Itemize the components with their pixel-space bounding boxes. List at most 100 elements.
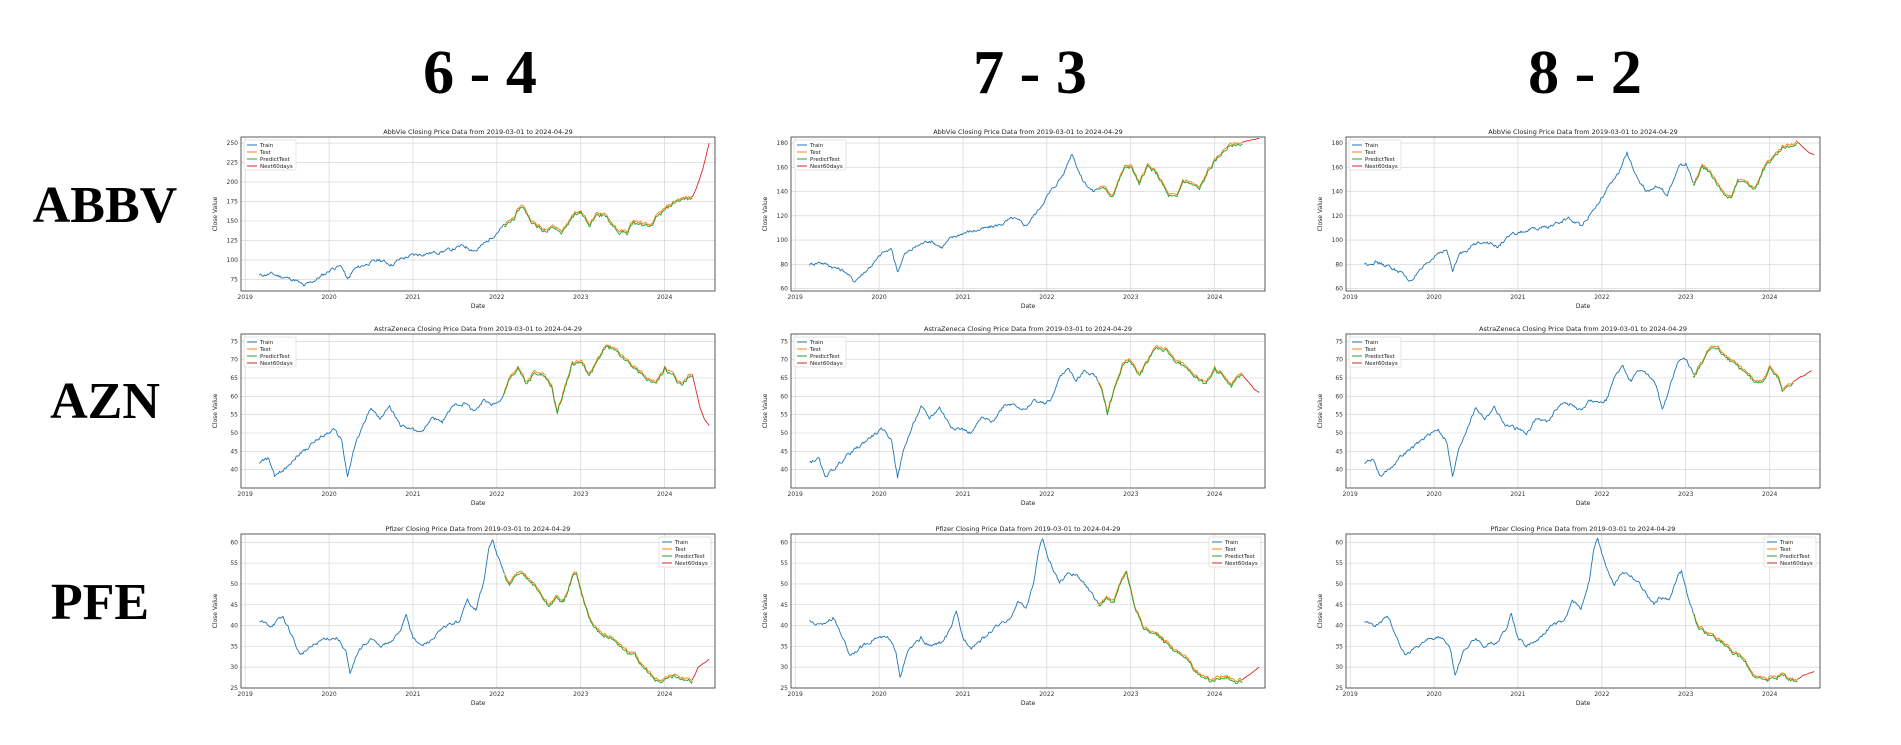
x-tick-label: 2019 [788,691,803,698]
y-tick-label: 80 [780,261,788,268]
y-tick-label: 50 [230,430,238,437]
x-tick-label: 2022 [1594,691,1609,698]
chart-title: Pfizer Closing Price Data from 2019-03-0… [386,525,571,533]
chart-title: AbbVie Closing Price Data from 2019-03-0… [933,128,1123,136]
x-tick-label: 2023 [1678,491,1693,498]
legend-label: PredictTest [810,354,841,360]
chart-panel-azn-7-3: AstraZeneca Closing Price Data from 2019… [755,324,1275,509]
y-tick-label: 30 [230,664,238,671]
y-tick-label: 65 [230,375,238,382]
x-tick-label: 2021 [405,294,420,301]
y-tick-label: 70 [230,357,238,364]
series-next60days-line [691,374,710,426]
x-tick-label: 2024 [1207,691,1222,698]
legend-label: Next60days [1365,361,1398,367]
chart-svg: Pfizer Closing Price Data from 2019-03-0… [1317,525,1821,707]
legend-label: Train [259,340,274,346]
legend-label: PredictTest [1780,554,1811,560]
legend-label: Next60days [1365,164,1398,170]
y-tick-label: 40 [1335,623,1343,630]
x-tick-label: 2022 [489,491,504,498]
x-tick-label: 2021 [955,691,970,698]
legend-label: Test [1364,347,1377,353]
legend-label: Test [259,347,272,353]
x-tick-label: 2021 [1510,691,1525,698]
legend-label: Train [1779,540,1794,546]
x-tick-label: 2020 [1426,491,1441,498]
row-header-azn: AZN [50,373,160,430]
x-tick-label: 2023 [1123,691,1138,698]
y-tick-label: 60 [780,539,788,546]
series-next60days-line [1797,671,1815,680]
series-test-line [1692,140,1798,198]
y-tick-label: 35 [230,643,238,650]
legend-label: Test [1779,547,1792,553]
x-tick-label: 2023 [573,691,588,698]
plot-frame [1345,533,1821,689]
y-tick-label: 60 [230,539,238,546]
y-tick-label: 140 [777,189,789,196]
series-train-line [259,223,506,287]
x-tick-label: 2019 [238,294,253,301]
x-tick-label: 2019 [788,491,803,498]
legend-label: Next60days [260,361,293,367]
y-tick-label: 175 [227,199,239,206]
series-next60days-line [1796,141,1815,156]
y-tick-label: 25 [1335,685,1343,692]
legend-label: Train [809,143,824,149]
legend-label: PredictTest [1365,157,1396,163]
y-tick-label: 40 [780,467,788,474]
row-header-pfe: PFE [50,574,150,631]
x-tick-label: 2024 [657,491,672,498]
chart-title: Pfizer Closing Price Data from 2019-03-0… [1491,525,1676,533]
x-tick-label: 2024 [1762,491,1777,498]
chart-panel-azn-6-4: AstraZeneca Closing Price Data from 2019… [205,324,725,509]
series-next60days-line [691,658,710,680]
y-tick-label: 50 [1335,581,1343,588]
column-header-7-3: 7 - 3 [973,39,1087,107]
y-axis-label: Close Value [1317,393,1324,428]
series-next60days-line [1241,374,1260,393]
chart-svg: Pfizer Closing Price Data from 2019-03-0… [212,525,716,707]
y-tick-label: 55 [780,412,788,419]
x-tick-label: 2022 [1039,491,1054,498]
y-tick-label: 75 [230,276,238,283]
y-tick-label: 70 [1335,357,1343,364]
x-tick-label: 2019 [788,294,803,301]
legend-label: Train [1224,540,1239,546]
legend-label: Next60days [1780,561,1813,567]
y-tick-label: 180 [1332,140,1344,147]
plot-frame [1345,333,1821,489]
series-test-line [1692,345,1794,390]
y-tick-label: 65 [780,375,788,382]
x-axis-label: Date [471,303,486,310]
x-tick-label: 2022 [1039,691,1054,698]
x-tick-label: 2020 [321,294,336,301]
x-tick-label: 2022 [1594,491,1609,498]
y-tick-label: 35 [780,643,788,650]
plot-frame [1345,136,1821,292]
chart-title: AbbVie Closing Price Data from 2019-03-0… [1488,128,1678,136]
legend-label: Test [1364,150,1377,156]
y-tick-label: 60 [1335,286,1343,293]
row-header-abbv: ABBV [32,177,178,234]
y-tick-label: 60 [780,393,788,400]
x-tick-label: 2024 [657,294,672,301]
y-tick-label: 45 [1335,602,1343,609]
x-tick-label: 2019 [238,691,253,698]
y-tick-label: 30 [780,664,788,671]
series-train-line [1364,537,1695,676]
y-axis-label: Close Value [1317,196,1324,231]
x-tick-label: 2021 [405,491,420,498]
x-axis-label: Date [1576,500,1591,507]
y-tick-label: 100 [227,257,239,264]
x-tick-label: 2020 [321,691,336,698]
y-tick-label: 55 [780,560,788,567]
series-predict-test-line [504,572,693,684]
series-test-line [1097,570,1243,682]
plot-frame [240,333,716,489]
y-tick-label: 225 [227,160,239,167]
